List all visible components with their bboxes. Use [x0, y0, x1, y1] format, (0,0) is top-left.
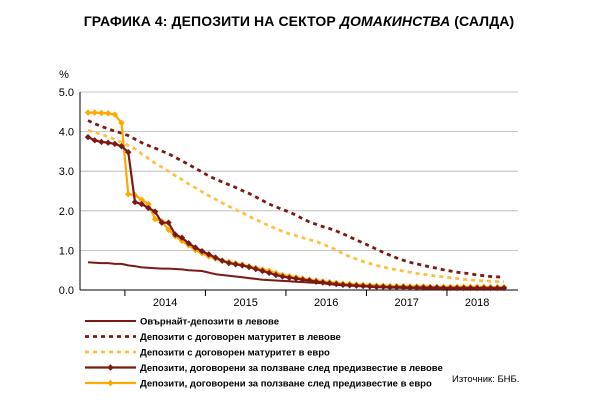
series-line — [88, 111, 504, 289]
legend-label: Депозити с договорен матуритет в левове — [140, 332, 341, 343]
series-point — [158, 219, 166, 226]
x-tick-label: 2015 — [233, 297, 257, 309]
series-point — [192, 244, 199, 251]
series-point — [218, 257, 226, 264]
legend-label: Депозити, договорени за ползване след пр… — [140, 363, 443, 374]
series-point — [125, 190, 132, 198]
legend-label: Овърнайт-депозити в левове — [140, 317, 279, 328]
y-tick-label: 4.0 — [59, 127, 74, 139]
series-point — [205, 251, 212, 258]
y-tick-label: 0.0 — [59, 285, 74, 297]
axes: 0.0 1.0 2.0 3.0 4.0 5.0% 2014 2015 2016 2017 2018 — [59, 69, 518, 309]
x-tick-label: 2018 — [465, 297, 489, 309]
source-note: Източник: БНБ. — [452, 374, 519, 385]
series-point — [131, 198, 139, 206]
series-point — [118, 119, 125, 127]
gridlines — [80, 91, 518, 251]
series-point — [111, 111, 119, 118]
series-point — [259, 267, 266, 275]
series-point — [185, 240, 192, 247]
series-point — [84, 109, 92, 116]
series-line — [87, 261, 504, 290]
series-point — [151, 215, 159, 223]
series-point — [165, 226, 172, 234]
legend-marker — [107, 379, 114, 387]
series-point — [272, 271, 280, 279]
series-point — [232, 261, 239, 268]
series-point — [98, 138, 105, 146]
series-point — [225, 259, 233, 267]
series-line — [87, 119, 505, 279]
series-point — [172, 231, 179, 238]
x-tick-label: 2016 — [314, 297, 338, 309]
series-point — [252, 265, 259, 273]
series-point — [286, 274, 293, 281]
series-point — [111, 140, 119, 148]
series-point — [265, 269, 273, 277]
series-point — [145, 204, 152, 212]
series-point — [104, 110, 112, 117]
chart-title-part1: ГРАФИКА 4: ДЕПОЗИТИ НА СЕКТОР — [83, 13, 340, 29]
series-point — [91, 137, 98, 144]
series-point — [104, 139, 112, 146]
chart-title: ГРАФИКА 4: ДЕПОЗИТИ НА СЕКТОР ДОМАКИНСТВ… — [0, 13, 598, 29]
series-point — [84, 133, 92, 141]
y-tick-label: 1.0 — [59, 245, 74, 257]
y-tick-label: 5.0 — [59, 87, 74, 99]
legend: Овърнайт-депозити в левове Депозити с дог… — [85, 317, 443, 390]
series-point — [178, 234, 186, 241]
legend-label: Депозити, договорени за ползване след пр… — [140, 379, 432, 390]
chart-title-italic: ДОМАКИНСТВА — [339, 13, 451, 29]
y-tick-label: 3.0 — [59, 166, 74, 178]
series-point — [151, 208, 159, 215]
legend-label: Депозити с договорен матуритет в евро — [140, 348, 330, 359]
series-point — [165, 219, 172, 226]
series-point — [292, 275, 300, 282]
series-point — [279, 273, 286, 280]
series-point — [239, 262, 246, 269]
x-tick-label: 2014 — [153, 297, 177, 309]
y-tick-label: 2.0 — [59, 206, 74, 218]
series-point — [138, 200, 145, 208]
series-line — [87, 136, 504, 290]
series-point — [125, 148, 132, 156]
series-point — [245, 263, 253, 271]
y-unit-label: % — [59, 69, 69, 81]
series-point — [118, 143, 125, 150]
series-point — [138, 196, 145, 203]
chart-title-part2: (САЛДА) — [450, 13, 515, 29]
series-line — [87, 129, 504, 284]
series-point — [91, 109, 98, 116]
legend-marker — [107, 364, 114, 371]
series-group — [84, 109, 508, 292]
series-point — [198, 247, 206, 255]
series-point — [212, 254, 219, 261]
series-point — [145, 200, 152, 208]
series-point — [98, 109, 105, 117]
x-tick-label: 2017 — [394, 297, 418, 309]
